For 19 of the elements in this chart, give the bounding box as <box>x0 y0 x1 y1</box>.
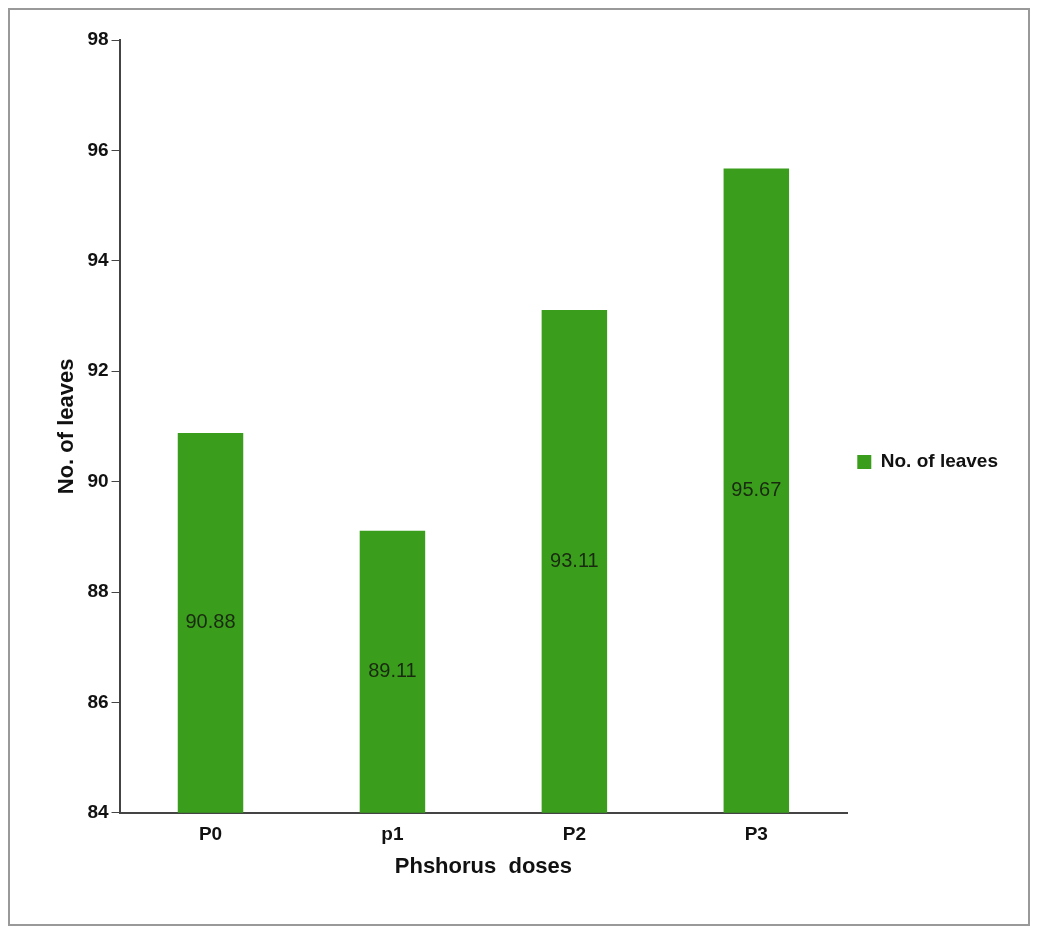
y-tick-label: 98 <box>87 28 109 50</box>
data-label: 95.67 <box>731 478 782 501</box>
x-tick-label: P0 <box>198 823 223 845</box>
y-tick-label: 90 <box>87 469 109 491</box>
x-tick-label: P2 <box>562 823 587 845</box>
y-tick-label: 86 <box>87 690 109 712</box>
y-tick-label: 96 <box>87 138 109 160</box>
y-tick-label: 92 <box>87 359 109 381</box>
data-label: 90.88 <box>185 610 236 633</box>
data-label: 93.11 <box>550 548 599 571</box>
data-label: 89.11 <box>368 659 417 682</box>
x-tick-label: p1 <box>381 823 404 845</box>
x-tick-label: P3 <box>744 823 768 845</box>
y-tick-label: 84 <box>87 801 109 823</box>
legend-label: No. of leaves <box>880 450 999 472</box>
x-axis-title: Phshorus doses <box>394 852 573 878</box>
y-tick-label: 94 <box>87 249 109 271</box>
y-axis-title: No. of leaves <box>53 358 79 495</box>
y-tick-label: 88 <box>87 580 109 602</box>
